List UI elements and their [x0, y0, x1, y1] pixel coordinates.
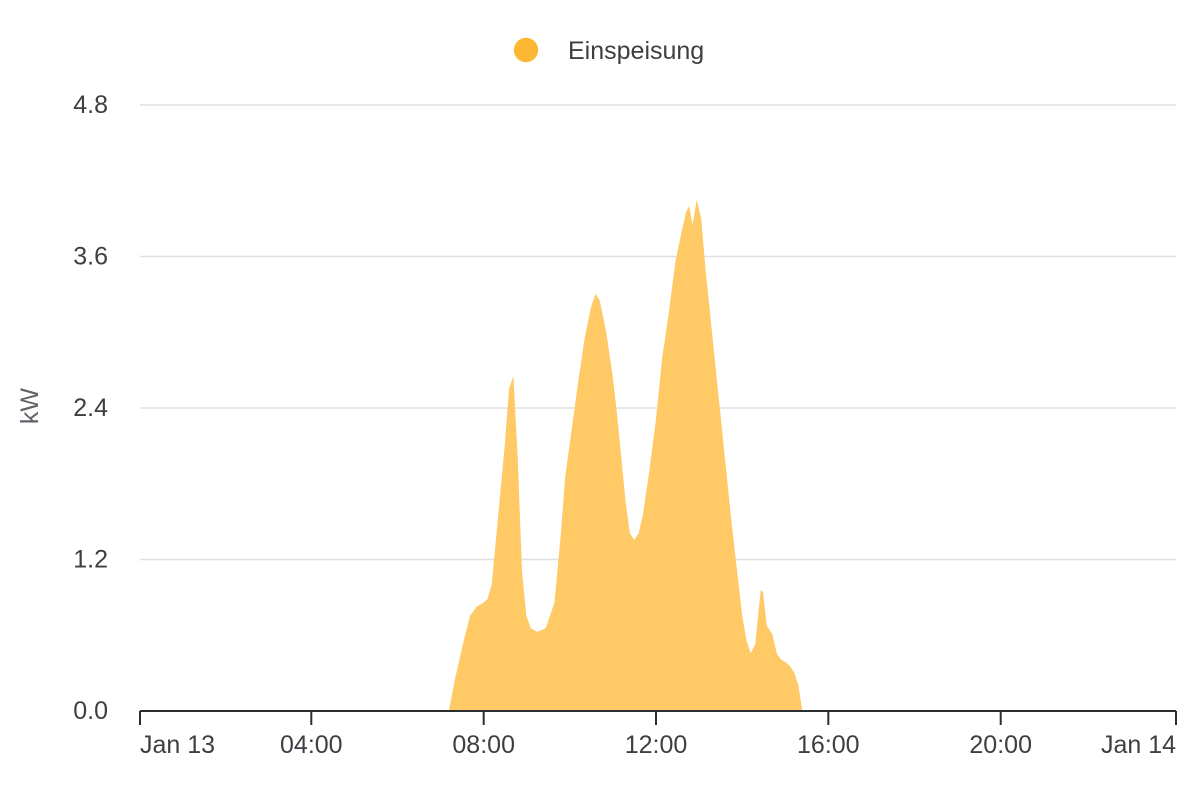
svg-text:08:00: 08:00	[452, 731, 515, 759]
svg-text:04:00: 04:00	[280, 731, 343, 759]
svg-text:4.8: 4.8	[73, 91, 108, 119]
svg-text:3.6: 3.6	[73, 243, 108, 271]
svg-text:16:00: 16:00	[797, 731, 860, 759]
svg-text:0.0: 0.0	[73, 697, 108, 725]
svg-text:kW: kW	[16, 388, 44, 425]
svg-text:1.2: 1.2	[73, 546, 108, 574]
svg-text:12:00: 12:00	[625, 731, 688, 759]
svg-text:Jan 13: Jan 13	[140, 731, 215, 759]
svg-text:2.4: 2.4	[73, 394, 108, 422]
svg-text:20:00: 20:00	[969, 731, 1032, 759]
svg-text:Jan 14: Jan 14	[1101, 731, 1176, 759]
svg-text:Einspeisung: Einspeisung	[568, 37, 704, 65]
